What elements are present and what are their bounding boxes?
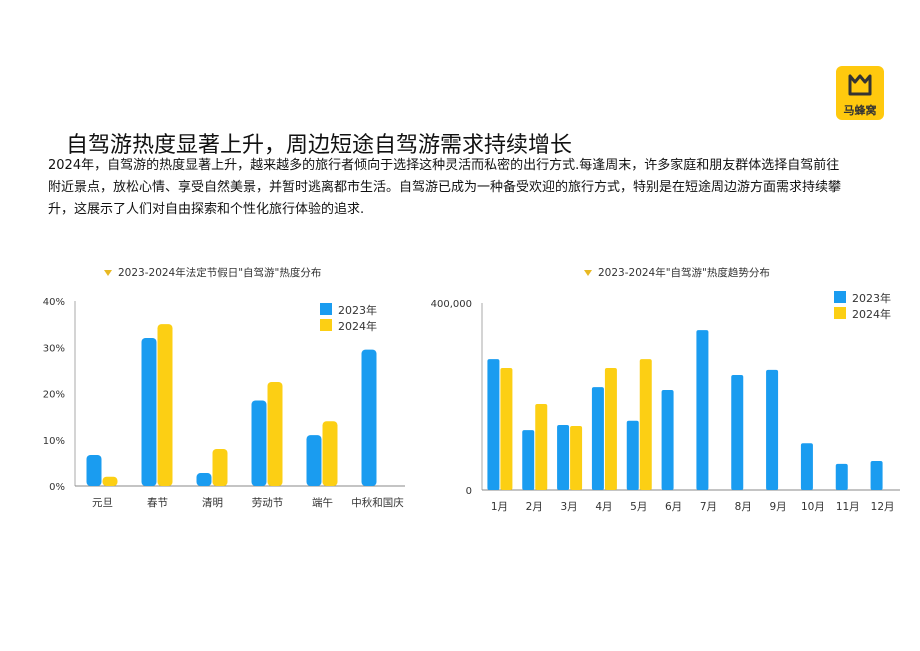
bar-2024年-1月 [500,367,513,490]
y-tick-label: 0% [49,482,65,493]
bar-2023年-2月 [522,430,535,490]
legend-swatch [834,307,846,319]
mafengwo-logo: 马蜂窝 [836,66,884,120]
x-tick-label: 春节 [147,497,168,509]
bar-2023年-8月 [731,374,744,490]
bar-2024年-春节 [157,324,173,486]
title-marker-icon [584,270,592,276]
headline: 自驾游热度显著上升，周边短途自驾游需求持续增长 [66,133,573,158]
x-tick-label: 6月 [665,501,682,513]
x-tick-label: 清明 [202,496,223,509]
chart-title: 2023-2024年法定节假日"自驾游"热度分布 [118,266,321,279]
chart-title: 2023-2024年"自驾游"热度趋势分布 [598,266,770,279]
bar-2024年-端午 [322,421,338,486]
bar-2023年-7月 [696,330,709,490]
bar-2023年-12月 [870,461,883,490]
bar-2024年-元旦 [102,476,118,486]
holiday-chart: 2023-2024年法定节假日"自驾游"热度分布 0% 10% 20% 30% 40% 元旦… [43,266,405,509]
y-tick-label: 30% [43,343,65,354]
legend-label: 2024年 [852,307,891,321]
bar-2024年-2月 [535,403,548,490]
intro-paragraph: 2024年，自驾游的热度显著上升，越来越多的旅行者倾向于选择这种灵活而私密的出行… [48,158,842,217]
legend-swatch [320,319,332,331]
y-tick-label: 40% [43,297,65,308]
bar-2024年-3月 [570,425,583,490]
bar-2024年-清明 [212,449,228,486]
legend-swatch [834,291,846,303]
x-tick-label: 7月 [700,501,717,513]
x-tick-label: 元旦 [92,497,113,509]
bar-2023年-劳动节 [251,400,267,486]
bar-2023年-元旦 [86,455,102,486]
logo-m-icon [848,74,872,96]
x-tick-label: 劳动节 [252,496,284,509]
bar-2024年-5月 [639,359,652,490]
monthly-chart: 2023-2024年"自驾游"热度趋势分布 0 400,000 1月 2月 3月 4月 5月 6… [431,266,900,513]
bar-2023年-中秋和国庆 [361,349,377,486]
x-tick-label: 5月 [630,501,647,513]
bar-2023年-11月 [835,463,848,490]
legend-label: 2023年 [852,291,891,305]
legend-label: 2023年 [338,303,377,317]
bar-2023年-5月 [626,420,639,490]
bar-2024年-4月 [604,367,617,490]
legend-label: 2024年 [338,319,377,333]
y-tick-label: 20% [43,390,65,401]
bar-2023年-清明 [196,473,212,486]
y-tick-label: 400,000 [431,299,472,310]
x-tick-label: 2月 [526,501,543,513]
title-marker-icon [104,270,112,276]
x-tick-label: 11月 [836,501,860,513]
x-tick-label: 1月 [491,501,508,513]
bar-2023年-10月 [800,443,813,490]
x-tick-label: 9月 [769,501,786,513]
legend-swatch [320,303,332,315]
bar-2023年-9月 [766,369,779,490]
x-tick-label: 3月 [560,501,577,513]
bar-2023年-春节 [141,338,157,486]
x-tick-label: 12月 [871,501,895,513]
bar-2023年-3月 [557,425,570,490]
bar-2023年-端午 [306,435,322,486]
y-tick-label: 0 [466,486,472,497]
x-tick-label: 端午 [312,496,333,509]
x-tick-label: 10月 [801,501,825,513]
x-tick-label: 中秋和国庆 [351,496,404,509]
bar-2023年-1月 [487,359,500,490]
bar-2023年-4月 [591,387,604,490]
x-tick-label: 8月 [735,501,752,513]
bar-2024年-劳动节 [267,381,283,486]
y-tick-label: 10% [43,436,65,447]
bar-2023年-6月 [661,389,674,490]
x-tick-label: 4月 [595,501,612,513]
logo-text: 马蜂窝 [843,104,877,117]
